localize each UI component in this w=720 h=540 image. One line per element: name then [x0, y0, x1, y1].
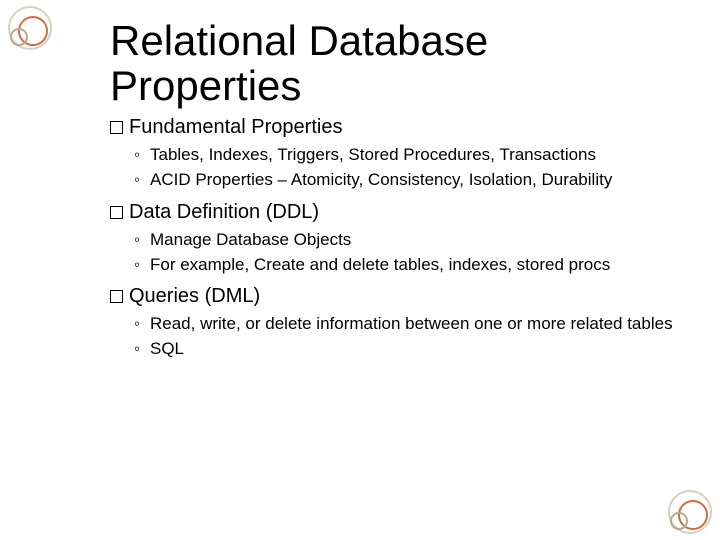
title-line-1: Relational Database [110, 17, 488, 64]
list-item: Manage Database Objects [134, 229, 680, 252]
section-heading: Fundamental Properties [110, 115, 680, 140]
list-item: SQL [134, 338, 680, 361]
square-bullet-icon [110, 290, 123, 303]
list-item: Tables, Indexes, Triggers, Stored Proced… [134, 144, 680, 167]
section-heading-text: Fundamental Properties [129, 116, 342, 138]
section-heading-text: Queries (DML) [129, 285, 260, 307]
slide: Relational Database Properties Fundament… [0, 0, 720, 540]
square-bullet-icon [110, 206, 123, 219]
list-item: Read, write, or delete information betwe… [134, 313, 680, 336]
list-item: ACID Properties – Atomicity, Consistency… [134, 169, 680, 192]
sub-list: Manage Database Objects For example, Cre… [110, 229, 680, 277]
section-heading: Queries (DML) [110, 284, 680, 309]
sub-list: Tables, Indexes, Triggers, Stored Proced… [110, 144, 680, 192]
section-heading: Data Definition (DDL) [110, 200, 680, 225]
ring-icon [10, 28, 28, 46]
section-ddl: Data Definition (DDL) Manage Database Ob… [110, 200, 680, 277]
list-item: For example, Create and delete tables, i… [134, 254, 680, 277]
square-bullet-icon [110, 121, 123, 134]
section-fundamental: Fundamental Properties Tables, Indexes, … [110, 115, 680, 192]
sub-list: Read, write, or delete information betwe… [110, 313, 680, 361]
section-heading-text: Data Definition (DDL) [129, 201, 319, 223]
ring-icon [670, 512, 688, 530]
title-line-2: Properties [110, 62, 301, 109]
section-dml: Queries (DML) Read, write, or delete inf… [110, 284, 680, 361]
corner-decoration-top-left [8, 6, 52, 50]
corner-decoration-bottom-right [668, 490, 712, 534]
slide-title: Relational Database Properties [110, 18, 680, 109]
